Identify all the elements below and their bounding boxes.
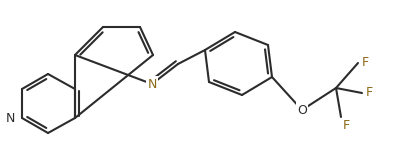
Text: F: F: [343, 119, 350, 132]
Text: O: O: [297, 104, 307, 117]
Text: F: F: [366, 87, 373, 100]
Text: N: N: [6, 112, 15, 125]
Text: N: N: [147, 77, 157, 91]
Text: F: F: [362, 56, 369, 69]
